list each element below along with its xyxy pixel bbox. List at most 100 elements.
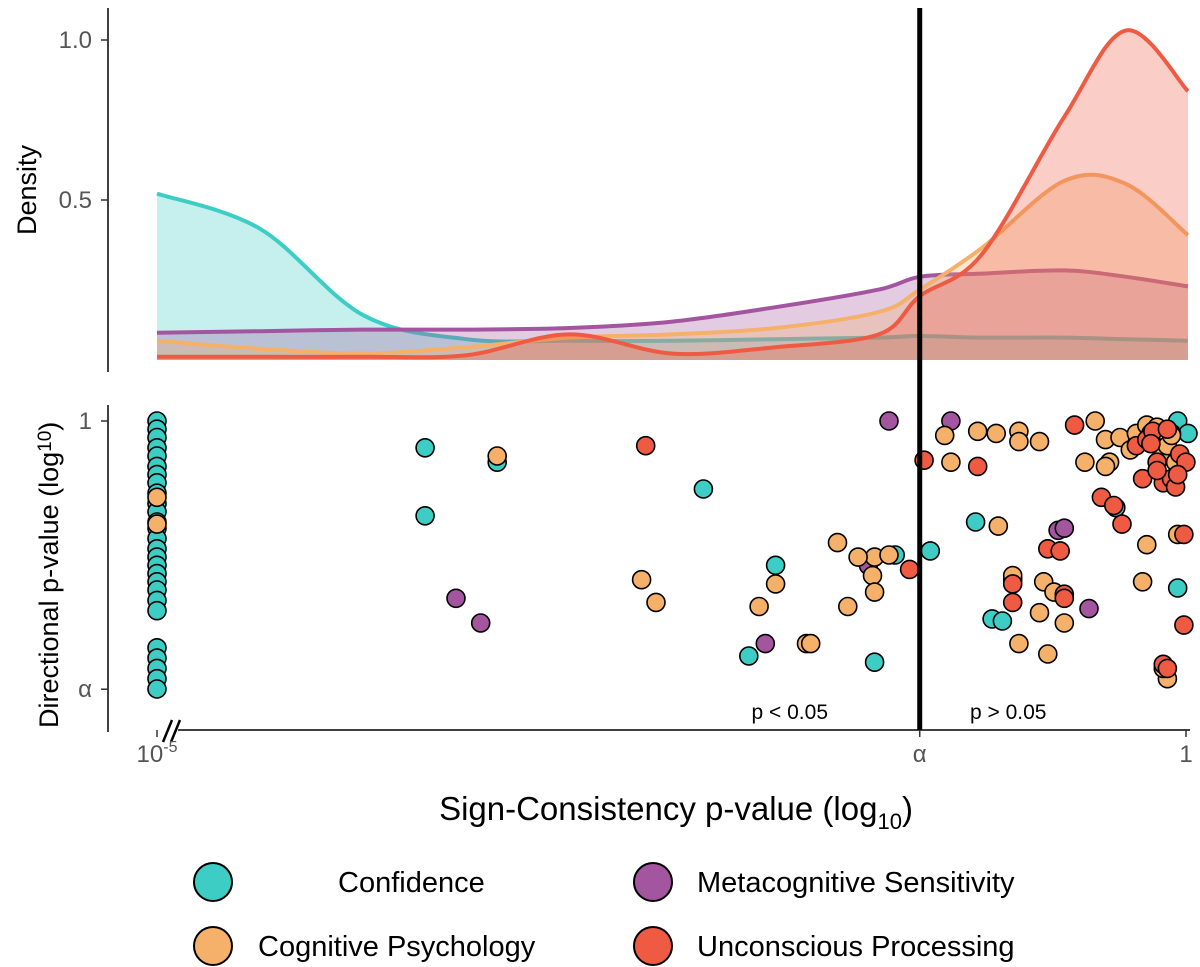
scatter-x-label-close: ) [902, 790, 913, 827]
legend-label-metacognitive-sensitivity: Metacognitive Sensitivity [697, 867, 1015, 899]
density-line-unconscious-processing [157, 28, 1190, 360]
scatter-point-cognitive-psychology [967, 421, 988, 442]
scatter-point-confidence [1178, 423, 1198, 444]
legend-label-confidence: Confidence [338, 867, 485, 899]
legend-swatch-confidence [193, 862, 233, 902]
scatter-point-cognitive-psychology [646, 592, 666, 613]
density-line-confidence [156, 191, 1189, 344]
scatter-point-confidence [765, 555, 786, 576]
scatter-point-cognitive-psychology [1009, 431, 1029, 452]
legend: Confidence Metacognitive Sensitivity Cog… [193, 862, 1015, 966]
density-y-tick-label: 1.0 [59, 27, 92, 54]
scatter-point-unconscious-processing [635, 435, 656, 456]
scatter-point-unconscious-processing [1167, 464, 1188, 485]
scatter-point-cognitive-psychology [631, 569, 652, 590]
scatter-point-unconscious-processing [1157, 419, 1178, 440]
density-area-confidence [157, 193, 1188, 360]
scatter-x-tick-label: 10-5 [137, 739, 178, 768]
scatter-point-unconscious-processing [967, 456, 988, 477]
scatter-point-confidence [147, 600, 167, 621]
annotation-nonsignificant: p > 0.05 [970, 701, 1046, 724]
scatter-point-confidence [965, 512, 986, 532]
scatter-point-metacognitive-sensitivity [1079, 598, 1099, 619]
scatter-point-cognitive-psychology [941, 452, 961, 473]
scatter-point-confidence [864, 652, 885, 673]
scatter-point-metacognitive-sensitivity [446, 588, 466, 609]
scatter-point-metacognitive-sensitivity [1054, 518, 1075, 539]
scatter-point-cognitive-psychology [1009, 633, 1029, 654]
scatter-point-cognitive-psychology [837, 596, 858, 617]
scatter-point-cognitive-psychology [1085, 411, 1105, 431]
axis-break-stroke-2 [169, 719, 182, 743]
scatter-point-cognitive-psychology [1029, 431, 1050, 452]
scatter-point-cognitive-psychology [147, 487, 167, 508]
scatter-point-cognitive-psychology [765, 574, 786, 594]
scatter-point-cognitive-psychology [827, 532, 848, 553]
scatter-point-confidence [1167, 578, 1188, 598]
scatter-x-label-sub: 10 [877, 809, 901, 834]
axis-break-mark [161, 719, 182, 743]
scatter-point-cognitive-psychology [1137, 534, 1157, 555]
scatter-point-confidence [992, 611, 1013, 631]
legend-item-cognitive-psychology: Cognitive Psychology [193, 926, 536, 966]
density-area-unconscious-processing [157, 30, 1188, 361]
scatter-point-cognitive-psychology [1075, 452, 1095, 473]
density-area-cognitive-psychology [157, 174, 1188, 360]
scatter-point-unconscious-processing [1112, 514, 1132, 534]
density-y-ticks: 0.5 1.0 [59, 27, 108, 214]
density-y-tick-label: 0.5 [59, 187, 92, 214]
legend-item-confidence: Confidence [193, 862, 485, 902]
density-areas [156, 28, 1190, 361]
scatter-point-cognitive-psychology [487, 446, 508, 466]
scatter-y-tick-label: α [78, 676, 92, 703]
scatter-point-confidence [920, 541, 941, 561]
scatter-point-cognitive-psychology [749, 596, 769, 617]
scatter-point-unconscious-processing [1054, 588, 1075, 609]
scatter-point-unconscious-processing [1050, 541, 1070, 561]
legend-label-cognitive-psychology: Cognitive Psychology [258, 931, 536, 963]
scatter-point-unconscious-processing [1157, 658, 1178, 679]
scatter-y-label-text: Directional p-value (log [34, 452, 64, 728]
scatter-panel: 1α 10-5 α 1 p < 0.05 p > 0.05 Directional … [34, 405, 1198, 834]
density-line-cognitive-psychology [156, 172, 1190, 356]
scatter-x-ticks: 10-5 α 1 [137, 730, 1193, 768]
legend-swatch-cognitive-psychology [193, 926, 233, 966]
scatter-y-ticks: 1α [78, 408, 108, 703]
scatter-y-tick-label: 1 [79, 408, 92, 435]
scatter-y-label-close: ) [34, 422, 64, 431]
scatter-y-label-sub: 10 [35, 431, 56, 452]
scatter-point-unconscious-processing [1002, 574, 1023, 594]
legend-item-unconscious-processing: Unconscious Processing [633, 926, 1015, 966]
scatter-point-unconscious-processing [1064, 415, 1085, 435]
density-panel: 0.5 1.0 Density [12, 8, 1190, 372]
scatter-point-unconscious-processing [1174, 524, 1194, 545]
legend-label-unconscious-processing: Unconscious Processing [697, 931, 1015, 963]
scatter-point-cognitive-psychology [988, 516, 1009, 536]
scatter-point-cognitive-psychology [1038, 644, 1058, 664]
scatter-point-cognitive-psychology [1054, 613, 1075, 633]
scatter-point-unconscious-processing [1147, 460, 1167, 481]
scatter-point-confidence [415, 437, 435, 458]
annotation-significant: p < 0.05 [752, 701, 828, 724]
scatter-point-cognitive-psychology [147, 514, 167, 534]
scatter-point-confidence [415, 505, 435, 526]
scatter-point-unconscious-processing [1104, 495, 1124, 516]
scatter-x-tick-label: α [913, 741, 927, 768]
density-y-label: Density [12, 144, 42, 235]
legend-swatch-metacognitive-sensitivity [633, 862, 673, 902]
scatter-point-cognitive-psychology [879, 545, 899, 565]
scatter-point-unconscious-processing [1174, 615, 1194, 635]
legend-item-metacognitive-sensitivity: Metacognitive Sensitivity [633, 862, 1015, 902]
scatter-points [147, 411, 1198, 699]
scatter-point-cognitive-psychology [1095, 456, 1116, 477]
scatter-point-unconscious-processing [1002, 592, 1023, 613]
scatter-point-unconscious-processing [1132, 468, 1153, 489]
scatter-point-metacognitive-sensitivity [470, 613, 491, 633]
scatter-point-cognitive-psychology [864, 582, 885, 602]
density-area-metacognitive-sensitivity [157, 270, 1188, 360]
scatter-x-label-text: Sign-Consistency p-value (log [439, 790, 877, 827]
scatter-point-confidence [147, 679, 167, 699]
scatter-point-unconscious-processing [1141, 433, 1161, 454]
scatter-point-cognitive-psychology [862, 565, 883, 586]
